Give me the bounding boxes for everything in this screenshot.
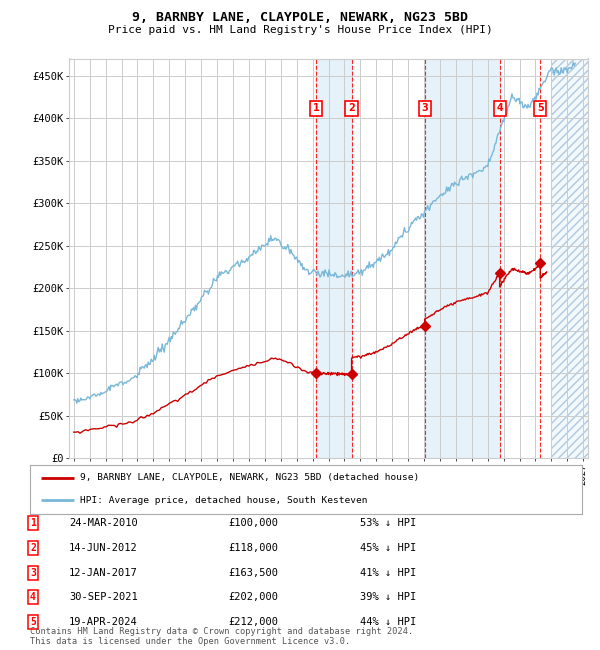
Text: 9, BARNBY LANE, CLAYPOLE, NEWARK, NG23 5BD: 9, BARNBY LANE, CLAYPOLE, NEWARK, NG23 5…: [132, 11, 468, 24]
Text: 30-SEP-2021: 30-SEP-2021: [69, 592, 138, 603]
Bar: [316, 58, 352, 458]
Text: 2: 2: [30, 543, 36, 553]
Text: £163,500: £163,500: [228, 567, 278, 578]
Text: 3: 3: [421, 103, 428, 114]
Text: 41% ↓ HPI: 41% ↓ HPI: [360, 567, 416, 578]
Text: 1: 1: [313, 103, 320, 114]
Text: 9, BARNBY LANE, CLAYPOLE, NEWARK, NG23 5BD (detached house): 9, BARNBY LANE, CLAYPOLE, NEWARK, NG23 5…: [80, 473, 419, 482]
Text: 5: 5: [30, 617, 36, 627]
Text: 1: 1: [30, 518, 36, 528]
Text: 24-MAR-2010: 24-MAR-2010: [69, 518, 138, 528]
Text: £118,000: £118,000: [228, 543, 278, 553]
Text: 4: 4: [496, 103, 503, 114]
Text: 2: 2: [348, 103, 355, 114]
Bar: [551, 58, 588, 458]
Text: HPI: Average price, detached house, South Kesteven: HPI: Average price, detached house, Sout…: [80, 496, 367, 505]
Text: Price paid vs. HM Land Registry's House Price Index (HPI): Price paid vs. HM Land Registry's House …: [107, 25, 493, 34]
Text: 39% ↓ HPI: 39% ↓ HPI: [360, 592, 416, 603]
Text: £202,000: £202,000: [228, 592, 278, 603]
Text: 45% ↓ HPI: 45% ↓ HPI: [360, 543, 416, 553]
Text: 44% ↓ HPI: 44% ↓ HPI: [360, 617, 416, 627]
Text: 14-JUN-2012: 14-JUN-2012: [69, 543, 138, 553]
Text: £100,000: £100,000: [228, 518, 278, 528]
Text: 12-JAN-2017: 12-JAN-2017: [69, 567, 138, 578]
Text: 53% ↓ HPI: 53% ↓ HPI: [360, 518, 416, 528]
Text: £212,000: £212,000: [228, 617, 278, 627]
Bar: [551, 58, 588, 458]
Text: Contains HM Land Registry data © Crown copyright and database right 2024.
This d: Contains HM Land Registry data © Crown c…: [30, 627, 413, 646]
Text: 5: 5: [537, 103, 544, 114]
Bar: [425, 58, 500, 458]
Text: 3: 3: [30, 567, 36, 578]
Text: 19-APR-2024: 19-APR-2024: [69, 617, 138, 627]
Text: 4: 4: [30, 592, 36, 603]
